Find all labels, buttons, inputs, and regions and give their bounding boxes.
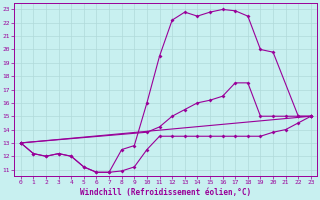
X-axis label: Windchill (Refroidissement éolien,°C): Windchill (Refroidissement éolien,°C): [80, 188, 252, 197]
